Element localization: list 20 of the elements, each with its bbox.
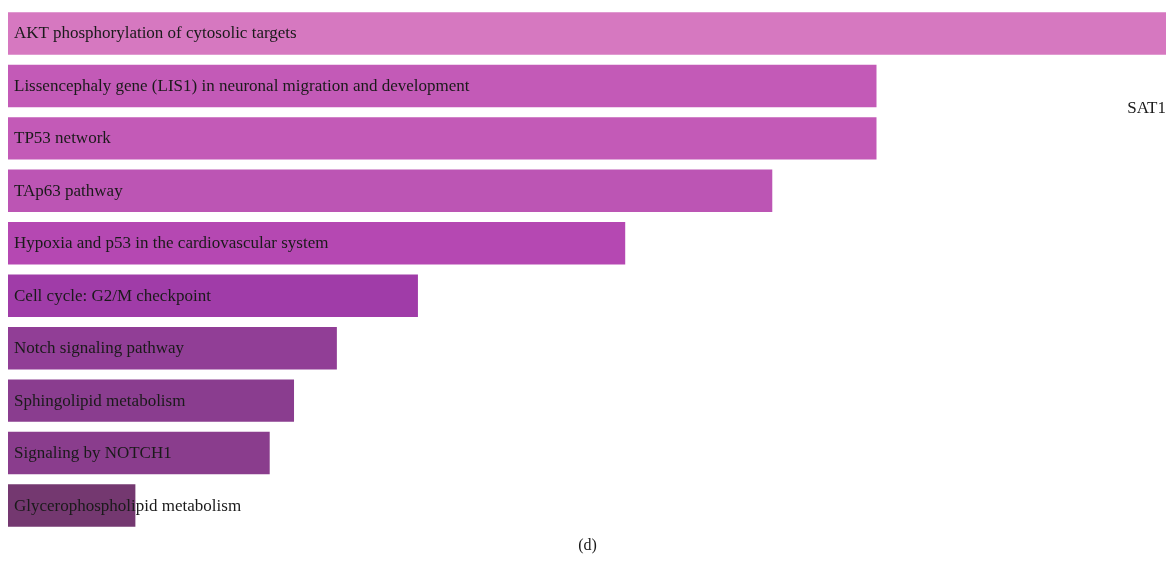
text: SAT1: [1127, 98, 1166, 117]
y-tick-label: Sphingolipid metabolism: [14, 390, 186, 410]
bar: [8, 222, 626, 265]
bar: [8, 169, 773, 213]
y-tick-label: Hypoxia and p53 in the cardiovascular system: [14, 233, 329, 253]
bar: [8, 117, 877, 160]
y-tick-label: AKT phosphorylation of cytosolic targets: [14, 23, 297, 43]
bar: [8, 431, 270, 475]
bar: [8, 379, 295, 422]
y-tick-label: Cell cycle: G2/M checkpoint: [14, 285, 212, 305]
bar: [8, 274, 418, 317]
bar: [8, 326, 337, 370]
annotation: (d): [578, 535, 597, 554]
y-tick-label: TP53 network: [14, 128, 112, 148]
y-tick-label: Notch signaling pathway: [14, 338, 185, 358]
y-tick-label: Lissencephaly gene (LIS1) in neuronal migration and development: [14, 75, 470, 95]
y-tick-label: Signaling by NOTCH1: [14, 443, 172, 463]
bar: [8, 64, 877, 108]
y-tick-label: TAp63 pathway: [14, 180, 124, 200]
bar: [8, 12, 1166, 55]
